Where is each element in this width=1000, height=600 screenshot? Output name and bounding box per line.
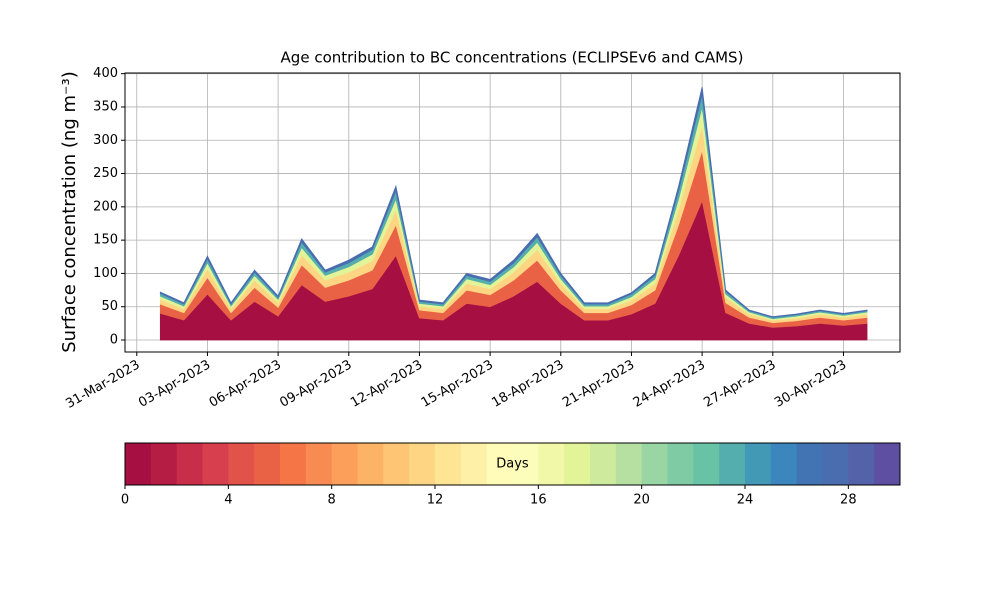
colorbar-label: Days <box>496 457 529 472</box>
colorbar-cell <box>719 443 746 485</box>
area <box>159 86 868 318</box>
colorbar-cell <box>357 443 384 485</box>
colorbar-tick-label: 4 <box>224 493 232 508</box>
x-tick-label: 09-Apr-2023 <box>277 358 354 411</box>
x-tick-label: 06-Apr-2023 <box>207 358 284 411</box>
colorbar-frame <box>124 442 901 486</box>
colorbar-cell <box>254 443 281 485</box>
colorbar-tick-label: 16 <box>530 493 547 508</box>
colorbar-cell <box>641 443 668 485</box>
colorbar-cell <box>125 443 152 485</box>
y-tick-label: 50 <box>101 299 118 314</box>
y-tick-label: 100 <box>93 266 118 281</box>
colorbar-cell <box>615 443 643 485</box>
colorbar-tick-label: 28 <box>840 493 857 508</box>
colorbar-tick-label: 24 <box>737 493 754 508</box>
colorbar-cell <box>150 443 178 485</box>
colorbar-cell <box>745 443 772 485</box>
colorbar-cell <box>590 443 617 485</box>
x-tick-label: 21-Apr-2023 <box>560 358 637 411</box>
colorbar-cell <box>486 443 513 485</box>
colorbar-cell <box>848 443 875 485</box>
y-tick-label: 350 <box>93 99 118 114</box>
y-tick-label: 300 <box>93 133 118 148</box>
plot-frame <box>124 72 901 353</box>
y-tick-label: 200 <box>93 199 118 214</box>
colorbar-cell <box>176 443 203 485</box>
x-tick-label: 30-Apr-2023 <box>772 358 849 411</box>
colorbar-tick-label: 12 <box>427 493 444 508</box>
colorbar-tick-label: 20 <box>633 493 650 508</box>
colorbar-tick-label: 0 <box>121 493 129 508</box>
colorbar-cell <box>460 443 488 485</box>
colorbar-cell <box>409 443 436 485</box>
x-tick-label: 27-Apr-2023 <box>701 358 778 411</box>
chart-title: Age contribution to BC concentrations (E… <box>281 49 744 67</box>
colorbar-cell <box>564 443 591 485</box>
colorbar-cell <box>822 443 849 485</box>
colorbar-cell <box>228 443 255 485</box>
x-tick-label: 12-Apr-2023 <box>348 358 425 411</box>
x-tick-label: 31-Mar-2023 <box>63 358 142 412</box>
colorbar-cell <box>202 443 229 485</box>
colorbar-cell <box>331 443 358 485</box>
colorbar-cell <box>770 443 798 485</box>
colorbar-cell <box>383 443 410 485</box>
y-tick-label: 250 <box>93 166 118 181</box>
y-tick-label: 0 <box>110 333 118 348</box>
colorbar-cell <box>435 443 462 485</box>
x-tick-label: 03-Apr-2023 <box>136 358 213 411</box>
x-tick-label: 24-Apr-2023 <box>631 358 708 411</box>
colorbar-cell <box>305 443 333 485</box>
colorbar-tick-label: 8 <box>328 493 336 508</box>
y-axis-label: Surface concentration (ng m⁻³) <box>59 71 80 353</box>
colorbar-cell <box>693 443 720 485</box>
y-tick-label: 150 <box>93 233 118 248</box>
colorbar-cell <box>512 443 539 485</box>
x-tick-label: 18-Apr-2023 <box>489 358 566 411</box>
colorbar-cell <box>280 443 307 485</box>
colorbar-cell <box>667 443 694 485</box>
y-tick-label: 400 <box>93 66 118 81</box>
x-tick-label: 15-Apr-2023 <box>419 358 496 411</box>
colorbar-cell <box>538 443 565 485</box>
colorbar-cell <box>874 443 901 485</box>
colorbar-cell <box>796 443 823 485</box>
